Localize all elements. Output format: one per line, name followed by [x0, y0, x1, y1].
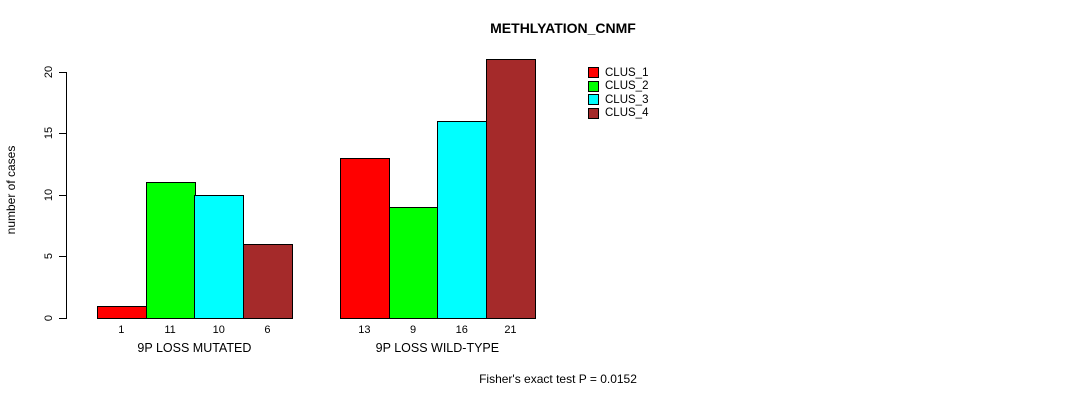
- y-axis-tick-label: 0: [43, 314, 55, 322]
- legend-label: CLUS_2: [605, 80, 649, 93]
- chart-title: METHLYATION_CNMF: [490, 20, 636, 36]
- legend-item-clus_3: CLUS_3: [588, 93, 648, 107]
- bar-clus_2-group2: [389, 207, 439, 319]
- y-axis-tick: [59, 256, 66, 258]
- bar-value-label: 16: [455, 324, 468, 336]
- legend-label: CLUS_3: [605, 93, 649, 106]
- y-axis-tick-label: 15: [43, 127, 55, 140]
- legend-label: CLUS_1: [605, 66, 649, 79]
- legend-label: CLUS_4: [605, 107, 649, 120]
- bar-clus_3-group2: [437, 120, 487, 319]
- legend-item-clus_1: CLUS_1: [588, 66, 648, 80]
- bar-clus_2-group1: [146, 182, 196, 319]
- bar-clus_1-group1: [97, 305, 147, 319]
- y-axis-tick-label: 20: [43, 65, 55, 78]
- legend-swatch-clus_1: [588, 67, 599, 79]
- bar-value-label: 21: [504, 324, 517, 336]
- group-label: 9P LOSS MUTATED: [137, 341, 252, 355]
- bar-clus_1-group2: [340, 157, 390, 319]
- y-axis-tick: [59, 71, 66, 73]
- legend-swatch-clus_3: [588, 94, 599, 106]
- bar-value-label: 6: [264, 324, 271, 336]
- legend-swatch-clus_2: [588, 80, 599, 92]
- bar-value-label: 9: [409, 324, 417, 336]
- y-axis-line: [66, 71, 67, 319]
- group-label: 9P LOSS WILD-TYPE: [375, 341, 500, 355]
- bar-value-label: 11: [164, 324, 176, 336]
- y-axis-tick: [59, 318, 66, 319]
- bar-clus_3-group1: [194, 194, 244, 319]
- y-axis-tick-label: 10: [43, 188, 55, 201]
- bar-clus_4-group2: [486, 59, 536, 319]
- y-axis-tick: [59, 133, 66, 135]
- y-axis-tick: [59, 194, 66, 196]
- bar-clus_4-group1: [243, 244, 293, 319]
- y-axis-label: number of cases: [4, 145, 18, 235]
- bar-value-label: 1: [118, 324, 125, 336]
- legend: CLUS_1 CLUS_2 CLUS_3 CLUS_4: [588, 66, 648, 120]
- legend-swatch-clus_4: [588, 107, 599, 119]
- y-axis-tick-label: 5: [43, 253, 55, 260]
- bar-value-label: 10: [212, 324, 225, 336]
- caption-text: Fisher's exact test P = 0.0152: [479, 372, 637, 386]
- legend-item-clus_4: CLUS_4: [588, 107, 648, 121]
- legend-item-clus_2: CLUS_2: [588, 80, 648, 94]
- bar-value-label: 13: [358, 324, 371, 336]
